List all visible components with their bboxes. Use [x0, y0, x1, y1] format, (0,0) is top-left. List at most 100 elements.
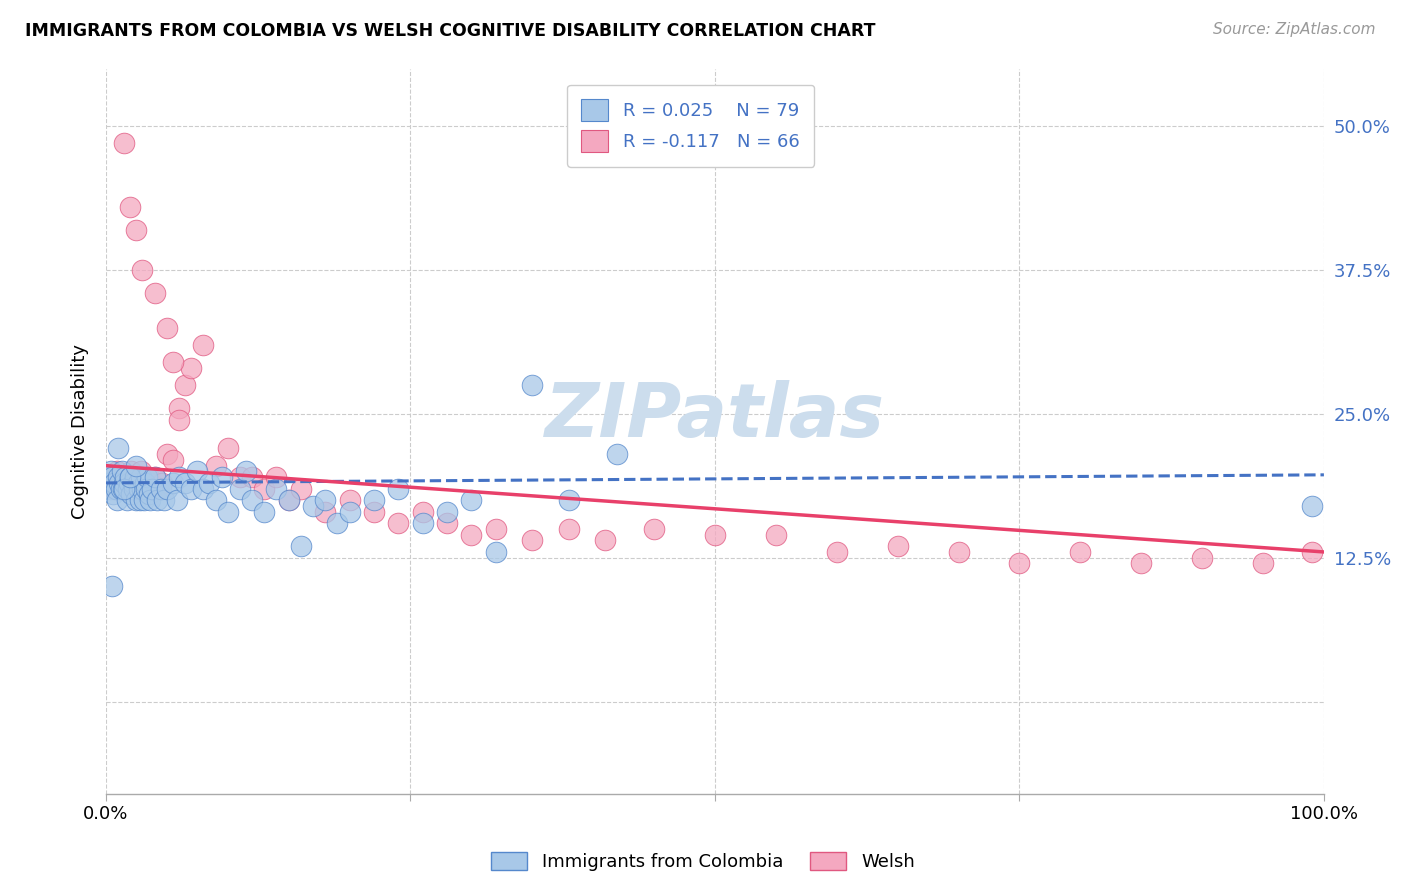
Point: [326, 516, 349, 531]
Point: [112, 136, 135, 151]
Point: [156, 320, 179, 334]
Point: [150, 475, 173, 490]
Point: [143, 470, 166, 484]
Point: [121, 475, 143, 490]
Point: [131, 482, 153, 496]
Point: [174, 378, 197, 392]
Point: [1301, 545, 1323, 559]
Point: [125, 493, 148, 508]
Point: [98, 470, 121, 484]
Point: [139, 493, 162, 508]
Point: [138, 470, 160, 484]
Point: [98, 482, 121, 496]
Point: [825, 545, 848, 559]
Point: [186, 464, 208, 478]
Point: [125, 482, 148, 496]
Point: [193, 482, 215, 496]
Point: [103, 487, 125, 501]
Point: [229, 482, 252, 496]
Point: [460, 527, 482, 541]
Point: [139, 475, 162, 490]
Point: [522, 378, 544, 392]
Point: [162, 355, 184, 369]
Point: [135, 482, 157, 496]
Point: [148, 482, 170, 496]
Point: [131, 263, 153, 277]
Point: [110, 482, 132, 496]
Point: [204, 458, 226, 473]
Point: [1301, 499, 1323, 513]
Point: [765, 527, 787, 541]
Point: [121, 464, 143, 478]
Point: [314, 505, 336, 519]
Point: [436, 505, 458, 519]
Point: [412, 516, 434, 531]
Point: [290, 482, 312, 496]
Point: [104, 482, 127, 496]
Point: [240, 493, 263, 508]
Point: [101, 579, 124, 593]
Point: [96, 470, 118, 484]
Point: [107, 470, 129, 484]
Point: [485, 522, 508, 536]
Point: [128, 470, 150, 484]
Point: [266, 482, 288, 496]
Point: [198, 475, 221, 490]
Point: [124, 470, 146, 484]
Point: [180, 360, 202, 375]
Point: [111, 464, 134, 478]
Point: [174, 475, 197, 490]
Point: [125, 458, 148, 473]
Point: [132, 493, 155, 508]
Text: ZIPatlas: ZIPatlas: [546, 380, 884, 453]
Text: IMMIGRANTS FROM COLOMBIA VS WELSH COGNITIVE DISABILITY CORRELATION CHART: IMMIGRANTS FROM COLOMBIA VS WELSH COGNIT…: [25, 22, 876, 40]
Point: [153, 493, 176, 508]
Point: [120, 470, 142, 484]
Point: [240, 470, 263, 484]
Text: Source: ZipAtlas.com: Source: ZipAtlas.com: [1212, 22, 1375, 37]
Point: [167, 412, 190, 426]
Point: [1191, 550, 1213, 565]
Point: [1069, 545, 1091, 559]
Point: [111, 475, 134, 490]
Point: [558, 493, 581, 508]
Point: [204, 493, 226, 508]
Point: [156, 447, 179, 461]
Point: [253, 505, 276, 519]
Point: [100, 464, 122, 478]
Point: [387, 516, 409, 531]
Point: [134, 475, 156, 490]
Point: [522, 533, 544, 548]
Point: [114, 470, 136, 484]
Point: [118, 475, 141, 490]
Point: [412, 505, 434, 519]
Point: [115, 470, 138, 484]
Point: [138, 487, 160, 501]
Point: [135, 482, 157, 496]
Point: [143, 285, 166, 300]
Point: [266, 470, 288, 484]
Point: [105, 464, 128, 478]
Point: [132, 475, 155, 490]
Point: [314, 493, 336, 508]
Point: [229, 470, 252, 484]
Point: [156, 482, 179, 496]
Point: [253, 482, 276, 496]
Point: [558, 522, 581, 536]
Point: [703, 527, 725, 541]
Point: [122, 475, 145, 490]
Legend: Immigrants from Colombia, Welsh: Immigrants from Colombia, Welsh: [484, 845, 922, 879]
Point: [167, 401, 190, 415]
Point: [339, 493, 361, 508]
Point: [108, 475, 131, 490]
Point: [129, 464, 152, 478]
Point: [235, 464, 257, 478]
Point: [1130, 557, 1153, 571]
Point: [339, 505, 361, 519]
Point: [1008, 557, 1031, 571]
Point: [595, 533, 617, 548]
Point: [166, 493, 188, 508]
Point: [277, 493, 299, 508]
Point: [112, 482, 135, 496]
Point: [97, 475, 120, 490]
